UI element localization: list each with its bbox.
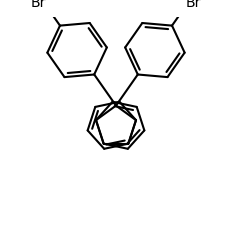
Text: Br: Br bbox=[185, 0, 200, 10]
Text: Br: Br bbox=[31, 0, 46, 10]
